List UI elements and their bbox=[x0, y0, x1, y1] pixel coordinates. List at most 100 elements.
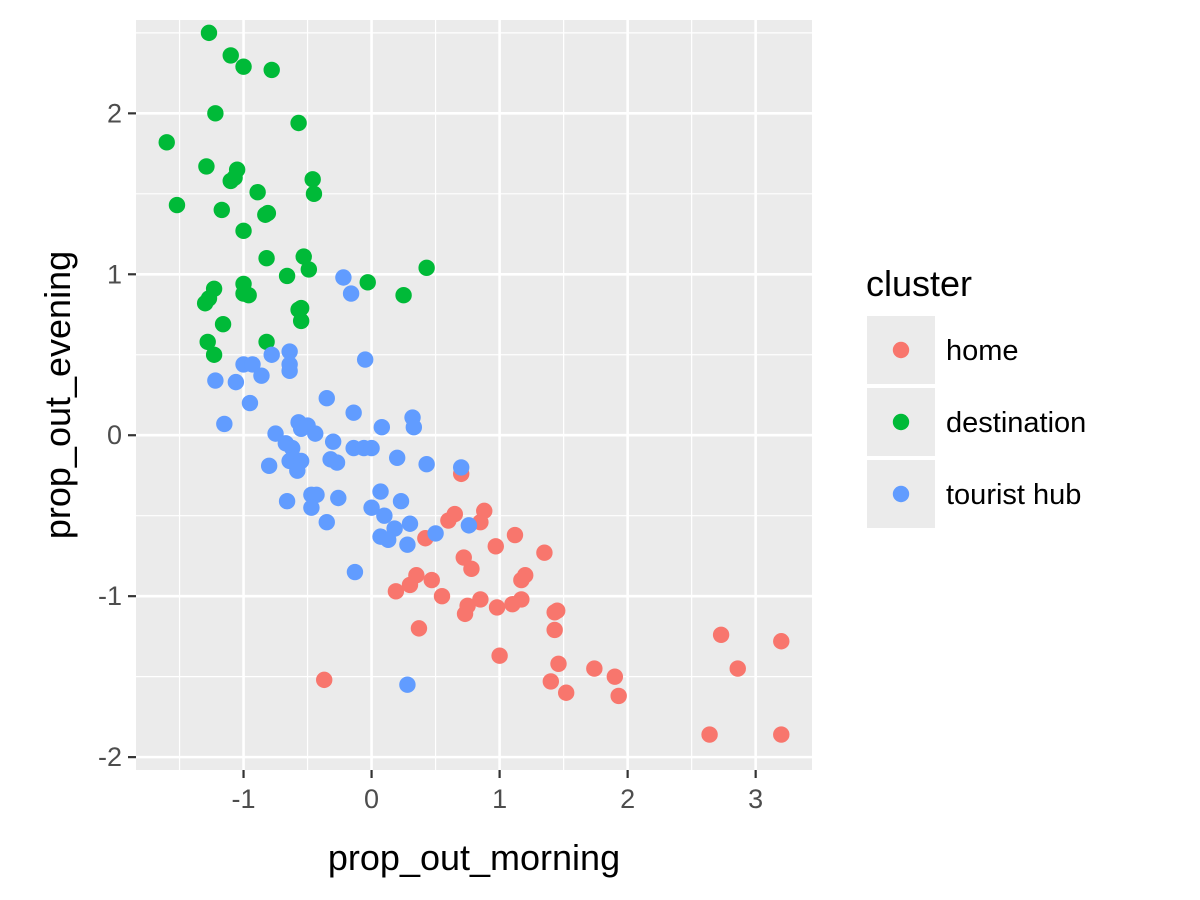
point-destination bbox=[263, 61, 280, 79]
axis-ticks: -1 0 1 2 3 -2 -1 0 1 2 bbox=[98, 98, 763, 814]
point-home bbox=[610, 687, 627, 705]
point-tourist-hub bbox=[345, 404, 362, 421]
point-tourist-hub bbox=[281, 343, 298, 360]
point-destination bbox=[258, 333, 275, 351]
point-destination bbox=[213, 201, 230, 219]
point-destination bbox=[258, 249, 275, 267]
y-tick-label: 0 bbox=[107, 420, 122, 450]
y-tick-label: 2 bbox=[107, 98, 122, 128]
point-tourist-hub bbox=[241, 394, 259, 412]
point-tourist-hub bbox=[278, 493, 296, 510]
point-tourist-hub bbox=[399, 676, 416, 693]
point-home bbox=[433, 587, 451, 605]
point-home bbox=[773, 633, 790, 650]
x-tick-label: 2 bbox=[620, 784, 635, 814]
y-tick-label: -1 bbox=[98, 581, 122, 611]
x-tick-label: 3 bbox=[748, 784, 763, 814]
legend-swatch-tourist-hub bbox=[892, 485, 910, 503]
legend: cluster home destination tourist hub bbox=[866, 263, 1086, 528]
point-destination bbox=[199, 333, 216, 351]
point-tourist-hub bbox=[460, 517, 478, 534]
x-tick-label: -1 bbox=[232, 784, 256, 814]
point-home bbox=[488, 599, 506, 616]
point-tourist-hub bbox=[318, 390, 335, 407]
point-destination bbox=[278, 267, 296, 285]
point-tourist-hub bbox=[392, 493, 410, 510]
point-tourist-hub bbox=[330, 489, 347, 507]
point-destination bbox=[226, 169, 243, 186]
point-home bbox=[410, 620, 428, 637]
point-tourist-hub bbox=[318, 513, 335, 531]
point-tourist-hub bbox=[373, 418, 391, 436]
point-destination bbox=[235, 58, 252, 75]
x-tick-label: 1 bbox=[492, 784, 507, 814]
point-tourist-hub bbox=[401, 515, 419, 532]
point-home bbox=[440, 512, 457, 529]
point-tourist-hub bbox=[253, 367, 270, 384]
point-tourist-hub bbox=[308, 486, 325, 503]
point-tourist-hub bbox=[289, 462, 306, 479]
point-tourist-hub bbox=[260, 457, 278, 475]
point-tourist-hub bbox=[324, 433, 342, 450]
plot-panel bbox=[136, 20, 812, 770]
point-destination bbox=[235, 222, 252, 240]
point-destination bbox=[292, 312, 310, 330]
point-destination bbox=[222, 47, 239, 64]
legend-swatch-home bbox=[892, 341, 910, 359]
point-tourist-hub bbox=[303, 499, 320, 516]
point-home bbox=[557, 684, 575, 701]
point-home bbox=[401, 576, 419, 594]
point-home bbox=[606, 668, 624, 685]
legend-label-destination: destination bbox=[946, 407, 1086, 439]
point-home bbox=[513, 571, 530, 589]
point-home bbox=[506, 526, 524, 544]
legend-items: home destination tourist hub bbox=[867, 316, 1086, 528]
point-home bbox=[387, 583, 405, 600]
point-destination bbox=[295, 248, 312, 265]
point-destination bbox=[249, 184, 266, 201]
data-points bbox=[158, 24, 790, 743]
point-home bbox=[472, 591, 489, 608]
point-destination bbox=[168, 196, 186, 214]
point-tourist-hub bbox=[363, 439, 380, 457]
point-home bbox=[550, 655, 567, 672]
point-destination bbox=[200, 24, 218, 42]
point-tourist-hub bbox=[418, 456, 435, 473]
point-home bbox=[546, 621, 563, 639]
point-tourist-hub bbox=[227, 373, 245, 391]
point-destination bbox=[292, 299, 310, 317]
point-home bbox=[546, 604, 563, 621]
point-home bbox=[729, 660, 746, 677]
y-tick-label: 1 bbox=[107, 259, 122, 289]
x-axis-title: prop_out_morning bbox=[328, 837, 620, 878]
y-axis-title: prop_out_evening bbox=[37, 251, 78, 539]
legend-title: cluster bbox=[866, 263, 972, 304]
point-home bbox=[586, 660, 603, 677]
point-home bbox=[536, 544, 553, 561]
point-destination bbox=[305, 185, 323, 203]
point-home bbox=[513, 591, 530, 608]
point-tourist-hub bbox=[405, 418, 423, 436]
y-tick-label: -2 bbox=[98, 742, 122, 772]
point-destination bbox=[290, 114, 307, 132]
point-tourist-hub bbox=[216, 415, 233, 433]
point-tourist-hub bbox=[263, 346, 280, 363]
point-tourist-hub bbox=[207, 372, 224, 389]
point-destination bbox=[240, 287, 257, 304]
point-destination bbox=[395, 287, 412, 304]
point-home bbox=[423, 571, 440, 589]
point-tourist-hub bbox=[307, 425, 324, 442]
point-tourist-hub bbox=[427, 525, 444, 542]
point-home bbox=[456, 605, 474, 623]
point-destination bbox=[158, 134, 175, 151]
point-destination bbox=[300, 261, 318, 278]
point-home bbox=[463, 560, 480, 578]
point-tourist-hub bbox=[452, 459, 470, 476]
point-destination bbox=[205, 346, 223, 363]
legend-label-home: home bbox=[946, 335, 1019, 367]
point-tourist-hub bbox=[380, 531, 397, 549]
point-home bbox=[487, 538, 504, 555]
point-home bbox=[542, 673, 560, 690]
